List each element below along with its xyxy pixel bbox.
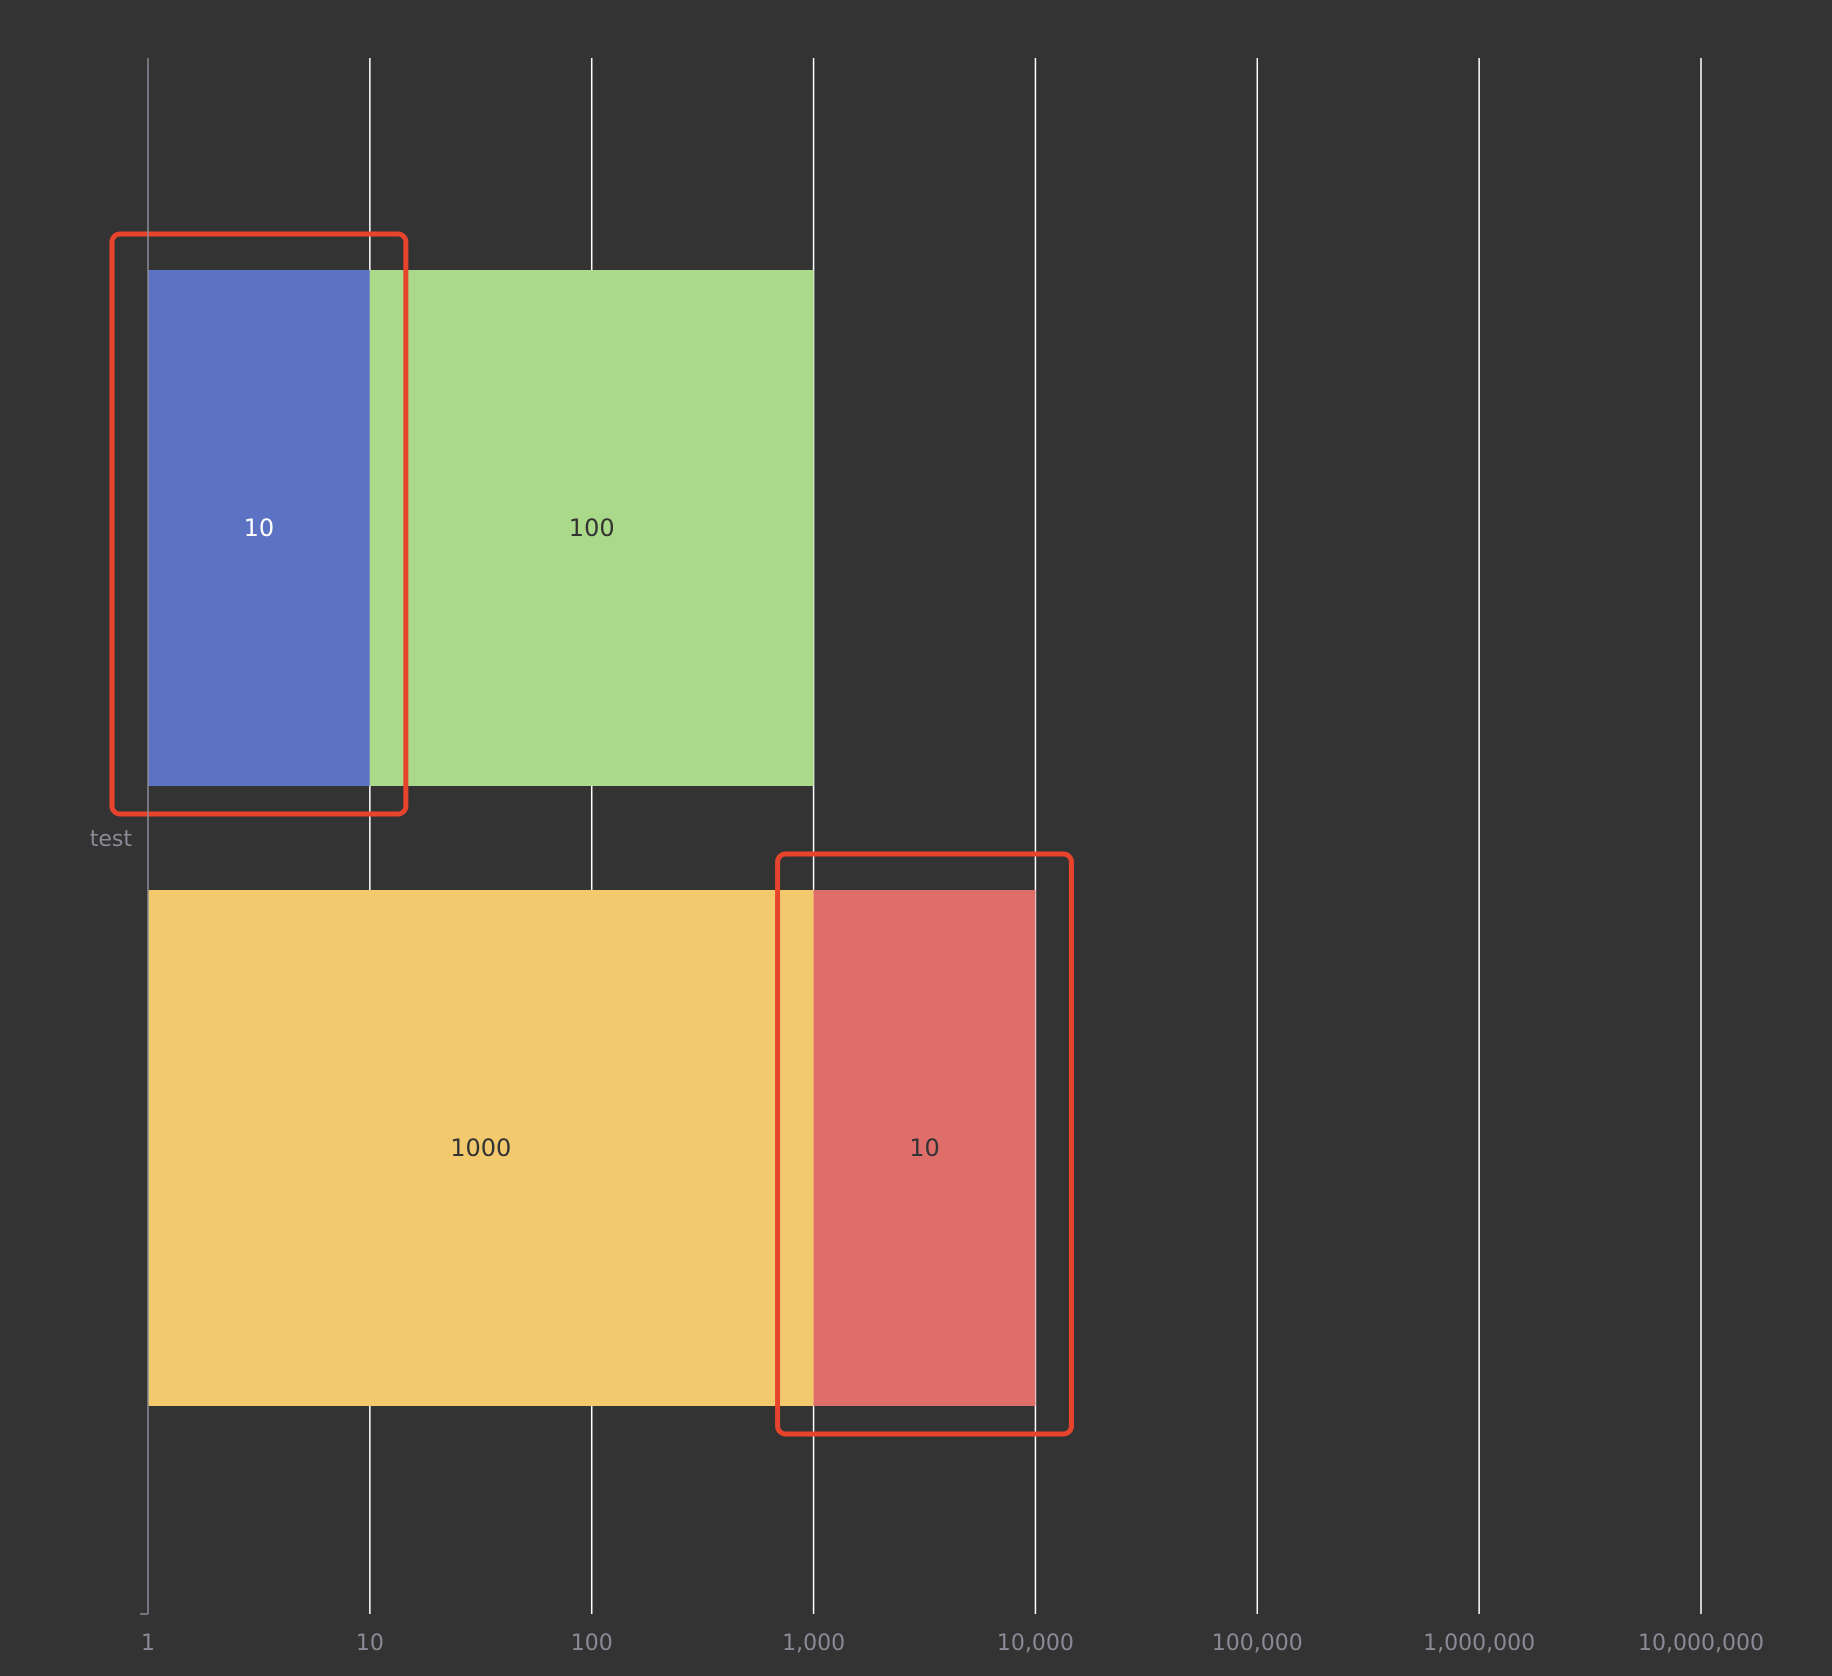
highlight-box-1 <box>775 851 1074 1437</box>
x-tick-label-100,000: 100,000 <box>1212 1631 1303 1656</box>
bar-segment-1-0 <box>148 890 814 1406</box>
x-tick-label-10: 10 <box>356 1631 384 1656</box>
x-tick-label-10,000: 10,000 <box>997 1631 1074 1656</box>
bar-label-1-1: 10 <box>909 1134 940 1162</box>
x-tick-label-1,000: 1,000 <box>782 1631 845 1656</box>
bar-segment-1-1 <box>813 890 1036 1406</box>
highlight-box-0 <box>109 231 409 817</box>
bar-segment-0-0 <box>148 270 370 786</box>
category-label-test: test <box>90 827 133 852</box>
x-tick-label-10,000,000: 10,000,000 <box>1638 1631 1764 1656</box>
bar-label-0-0: 10 <box>244 514 275 542</box>
bar-label-1-0: 1000 <box>450 1134 511 1162</box>
x-tick-label-1: 1 <box>141 1631 155 1656</box>
x-tick-label-100: 100 <box>571 1631 613 1656</box>
bar-layer: 10 100 1000 10 <box>148 270 1036 1406</box>
axis-layer: 1 10 100 1,000 10,000 100,000 1,000,000 10,000,… <box>90 58 1764 1656</box>
bar-segment-0-1 <box>369 270 814 786</box>
bar-label-0-1: 100 <box>569 514 615 542</box>
highlight-layer <box>109 231 1074 1437</box>
x-tick-label-1,000,000: 1,000,000 <box>1423 1631 1535 1656</box>
